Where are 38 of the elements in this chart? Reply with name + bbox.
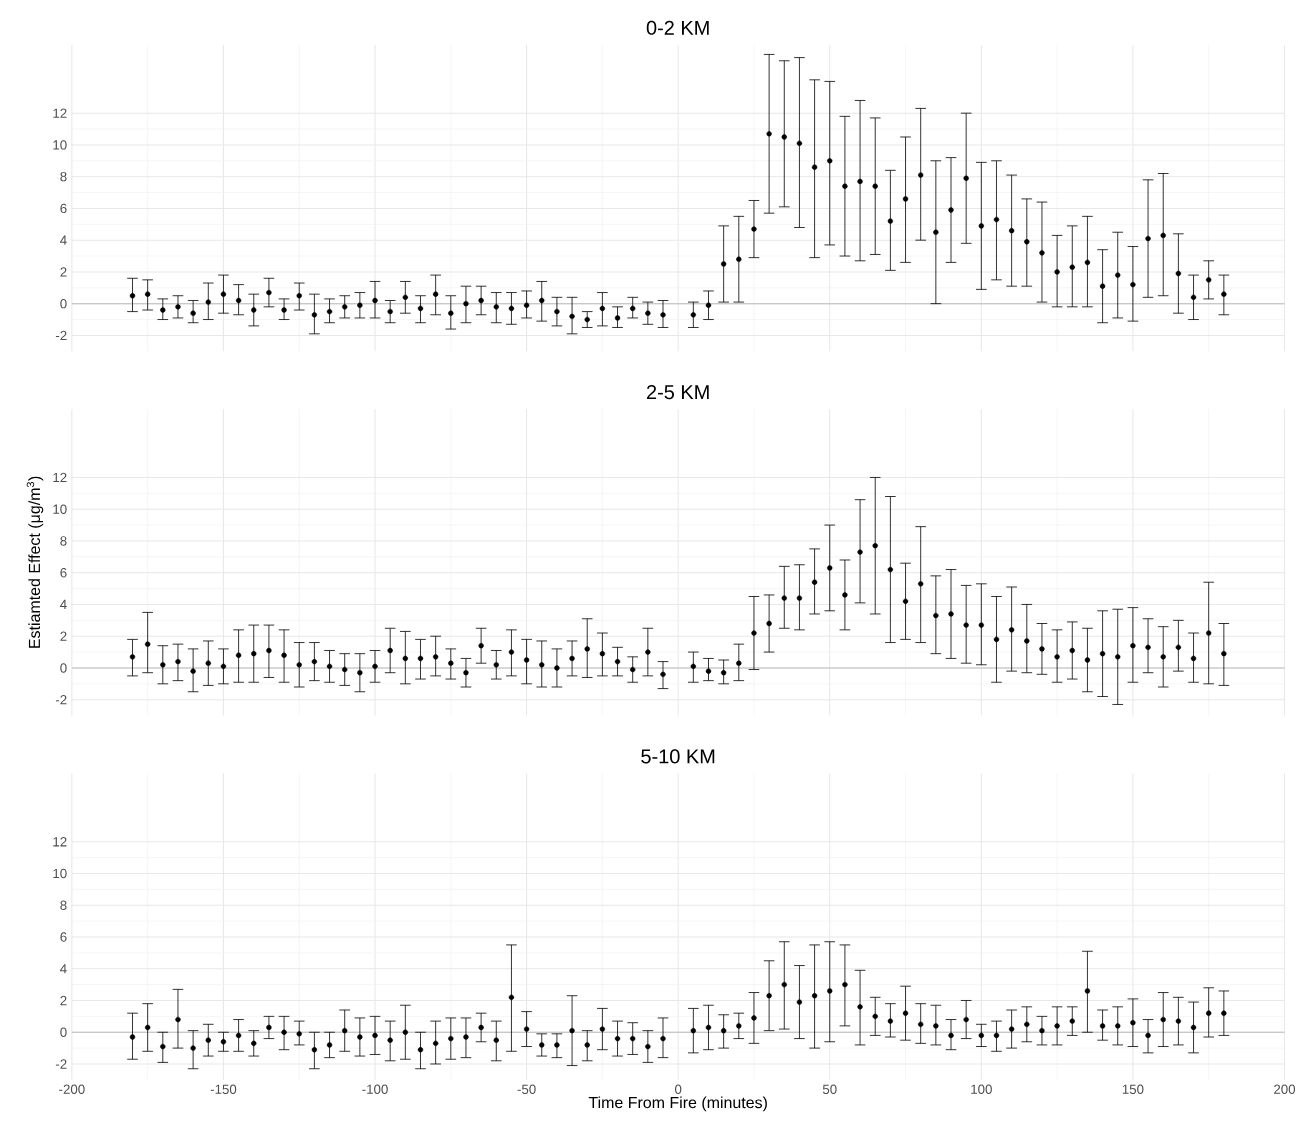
y-tick-label: 12	[53, 837, 67, 847]
y-tick-label: 0	[60, 1027, 67, 1038]
y-axis-title: Estiamted Effect (μg/m$^{3}$)	[26, 476, 44, 648]
y-tick-label: 8	[60, 536, 67, 546]
y-tick-label: -2	[55, 695, 67, 705]
y-tick-label: 8	[60, 900, 67, 911]
y-tick-label: 4	[60, 964, 67, 974]
y-tick-label: 10	[53, 140, 67, 150]
y-tick-label: 4	[60, 599, 67, 610]
y-tick-label: 8	[60, 172, 67, 182]
x-tick-label: 200	[1274, 1084, 1296, 1095]
x-tick-label: -50	[517, 1084, 536, 1095]
x-tick-label: 50	[822, 1084, 837, 1095]
y-tick-label: -2	[55, 330, 67, 341]
y-tick-label: 0	[60, 663, 67, 673]
chart-title: 5-10 KM	[641, 749, 715, 764]
y-tick-label: 6	[60, 203, 67, 214]
y-tick-label: 4	[60, 235, 67, 245]
x-axis-title: Time From Fire (minutes)	[588, 1096, 767, 1112]
chart-title: 0-2 KM	[646, 20, 709, 35]
x-tick-label: 0	[674, 1084, 682, 1095]
x-tick-label: -100	[362, 1084, 388, 1095]
y-tick-label: 6	[60, 568, 67, 578]
x-tick-label: -150	[210, 1084, 237, 1095]
y-tick-label: 2	[60, 631, 67, 641]
y-tick-label: 12	[53, 108, 67, 118]
x-tick-label: 150	[1122, 1084, 1144, 1095]
chart-title: 2-5 KM	[647, 385, 709, 400]
y-tick-label: 12	[53, 472, 67, 483]
x-tick-label: 100	[971, 1084, 992, 1095]
y-tick-label: 10	[53, 504, 67, 515]
y-tick-label: 6	[60, 932, 67, 942]
y-tick-label: 10	[53, 868, 67, 879]
x-tick-label: -200	[59, 1084, 85, 1095]
y-tick-label: 2	[60, 267, 67, 277]
y-tick-label: 2	[60, 995, 67, 1006]
y-tick-label: 0	[60, 299, 67, 309]
y-tick-label: -2	[55, 1059, 67, 1069]
